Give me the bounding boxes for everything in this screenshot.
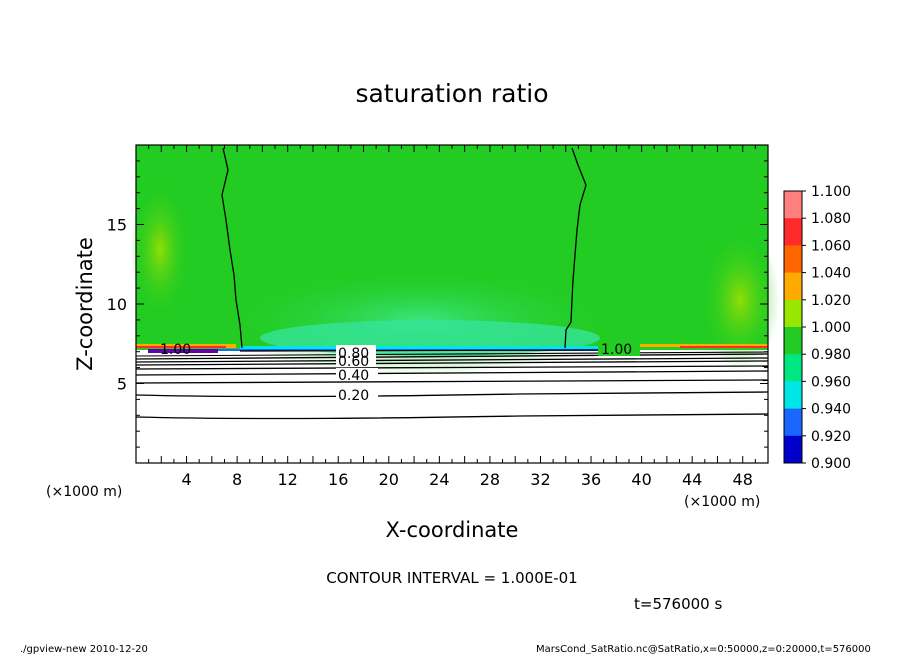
x-tick-label: 12 <box>278 470 298 489</box>
colorbar-label: 0.980 <box>811 347 851 363</box>
colorbar-label: 1.100 <box>811 184 851 200</box>
footer-right: MarsCond_SatRatio.nc@SatRatio,x=0:50000,… <box>536 644 871 654</box>
contour-labels: 1.00 1.00 0.80 0.60 0.40 0.20 <box>160 341 640 404</box>
x-tick-label: 36 <box>581 470 601 489</box>
colorbar-swatch <box>784 408 802 437</box>
colorbar-swatch <box>784 354 802 382</box>
x-unit: (×1000 m) <box>46 484 122 500</box>
time-label: t=576000 s <box>634 595 722 613</box>
colorbar-label: 0.900 <box>811 456 851 472</box>
colorbar-swatch <box>784 218 802 246</box>
colorbar-label: 1.040 <box>811 266 851 282</box>
colorbar-swatch <box>784 381 802 410</box>
colorbar-label: 0.940 <box>811 402 851 418</box>
field-red-left <box>136 346 226 348</box>
contour-label: 1.00 <box>160 342 191 358</box>
colorbar-label: 0.960 <box>811 374 851 390</box>
contour-0.30 <box>135 379 769 384</box>
contour-label: 1.00 <box>601 342 632 358</box>
contour-0.10 <box>135 413 769 420</box>
colorbar-label: 0.920 <box>811 429 851 445</box>
y-tick-label: 10 <box>107 295 127 314</box>
y-axis-label: Z-coordinate <box>73 237 97 371</box>
x-tick-label: 32 <box>530 470 550 489</box>
contour-0.40 <box>135 370 769 376</box>
contour-1.00-right <box>564 147 587 349</box>
field-red-right <box>680 346 768 348</box>
colorbar-swatch <box>784 272 802 301</box>
x-tick-label: 28 <box>480 470 500 489</box>
field-cyan-band <box>240 346 620 350</box>
chart-title: saturation ratio <box>355 79 548 108</box>
colorbar-label: 1.060 <box>811 238 851 254</box>
contour-1.00-left <box>221 147 243 349</box>
contour-label: 0.40 <box>338 368 369 384</box>
x-tick-label: 24 <box>429 470 449 489</box>
x-tick-label: 8 <box>232 470 242 489</box>
x-tick-label: 44 <box>682 470 702 489</box>
field-orange-right <box>640 344 768 347</box>
colorbar-swatch <box>784 245 802 274</box>
colorbar-swatch <box>784 327 802 355</box>
contour-label: 0.60 <box>338 354 369 370</box>
colorbar-swatch <box>784 299 802 328</box>
x-tick-label: 40 <box>631 470 651 489</box>
y-tick-label: 15 <box>107 216 127 235</box>
contour-1.00-base <box>239 349 601 352</box>
plot-area: 1.00 1.00 0.80 0.60 0.40 0.20 <box>130 144 780 464</box>
colorbar-label: 1.080 <box>811 211 851 227</box>
x-axis-label: X-coordinate <box>386 518 519 542</box>
x-tick-label: 4 <box>181 470 191 489</box>
x-tick-label: 16 <box>328 470 348 489</box>
contour-label: 0.20 <box>338 388 369 404</box>
colorbar-label: 1.000 <box>811 320 851 336</box>
field-purple-left <box>148 349 218 353</box>
x-tick-label: 48 <box>733 470 753 489</box>
x-unit-right: (×1000 m) <box>684 494 760 510</box>
contour-label: 0.80 <box>338 346 369 362</box>
footer-left: ./gpview-new 2010-12-20 <box>20 644 148 654</box>
field-yellow-left <box>130 180 190 320</box>
x-tick-label: 20 <box>379 470 399 489</box>
y-tick-label: 5 <box>117 375 127 394</box>
field-yellow-right <box>700 230 780 370</box>
colorbar-label: 1.020 <box>811 293 851 309</box>
contour-0.50 <box>135 365 769 370</box>
contour-interval: CONTOUR INTERVAL = 1.000E-01 <box>326 569 577 587</box>
contour-0.20 <box>135 391 769 398</box>
colorbar: 1.100 1.080 1.060 1.040 1.020 1.000 0.980 0.960… <box>783 184 851 472</box>
colorbar-swatch <box>784 435 802 464</box>
colorbar-swatch <box>784 191 802 219</box>
contour-0.60 <box>135 360 769 366</box>
